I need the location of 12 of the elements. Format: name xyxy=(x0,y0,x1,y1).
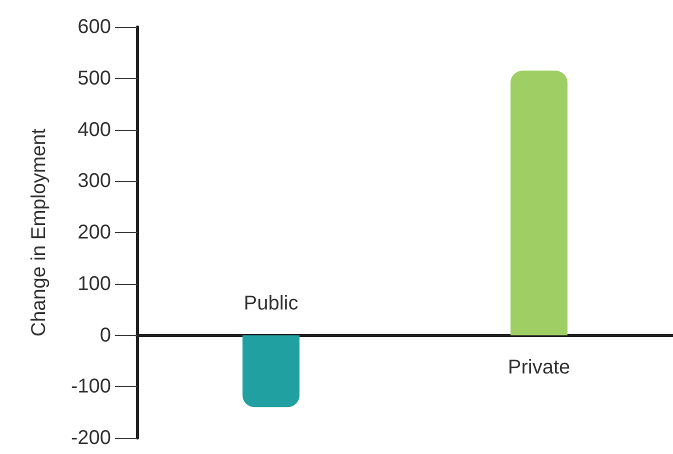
y-axis-title: Change in Employment xyxy=(28,128,50,336)
y-tick-label: 400 xyxy=(78,118,111,141)
y-tick-label: -200 xyxy=(70,427,111,449)
y-tick-label: -100 xyxy=(70,376,111,398)
x-tick-label: Private xyxy=(508,356,570,378)
y-tick-label: 100 xyxy=(78,272,111,295)
y-tick-label: 600 xyxy=(78,16,111,38)
x-tick-label: Public xyxy=(244,292,298,314)
y-tick-label: 500 xyxy=(78,67,111,90)
y-tick-label: 300 xyxy=(78,170,111,192)
y-tick-label: 0 xyxy=(100,324,111,346)
y-tick-label: 200 xyxy=(78,222,111,244)
